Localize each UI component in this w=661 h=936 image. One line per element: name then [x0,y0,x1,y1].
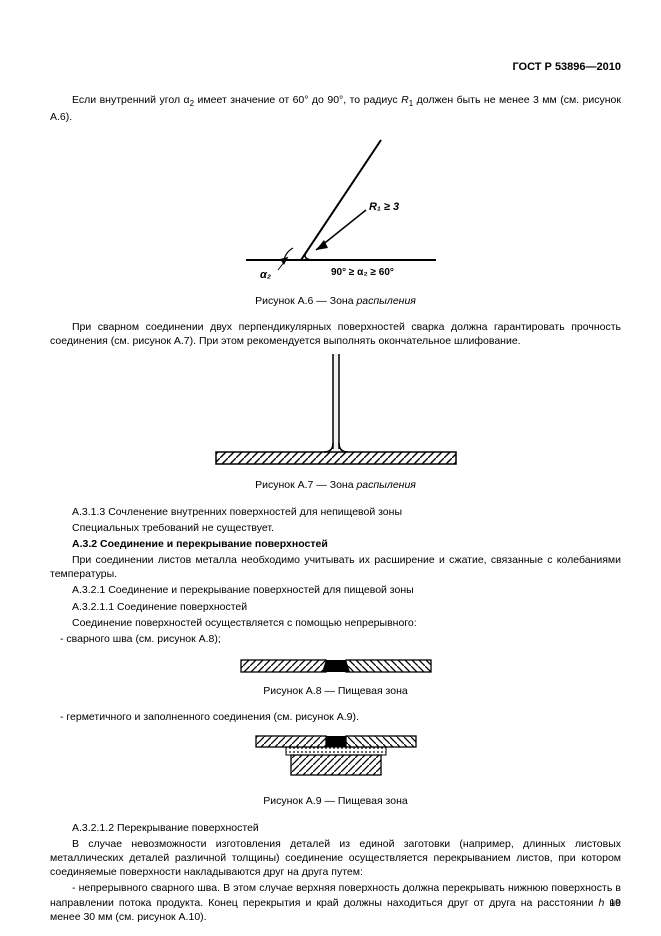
fig-a7-cap-pre: Рисунок А.7 — Зона [255,479,356,491]
doc-header: ГОСТ Р 53896—2010 [50,60,621,75]
fig-a6-cap-it: распыления [356,295,415,307]
heading-a32: А.3.2 Соединение и перекрывание поверхно… [50,537,621,551]
fig-a6-cap-pre: Рисунок А.6 — Зона [255,295,356,307]
para-4: Специальных требований не существует. [50,521,621,535]
figure-a7 [196,354,476,474]
page-number: 19 [609,896,621,910]
fig-a6-ineq-label: 90° ≥ α₂ ≥ 60° [331,267,394,278]
para-3: А.3.1.3 Сочленение внутренних поверхност… [50,505,621,519]
fig-a6-r-label: R₁ ≥ 3 [369,201,399,213]
figure-a6: R₁ ≥ 3 α₂ 90° ≥ α₂ ≥ 60° [206,130,466,290]
figure-a9-caption: Рисунок А.9 — Пищевая зона [50,794,621,808]
para-1: Если внутренний угол α2 имеет значение о… [50,93,621,124]
p1-pre: Если внутренний угол [72,94,184,106]
p1-r: R [401,94,409,106]
fig-a7-cap-it: распыления [356,479,415,491]
para-10: А.3.2.1.2 Перекрывание поверхностей [50,821,621,835]
p12-pre: - непрерывного сварного шва. В этом случ… [50,882,621,908]
list-item-1: - сварного шва (см. рисунок А.8); [50,632,621,646]
p1-mid: имеет значение от 60° до 90°, то радиус [194,94,401,106]
figure-a7-caption: Рисунок А.7 — Зона распыления [50,478,621,492]
fig-a6-alpha-label: α₂ [260,269,271,281]
para-7: А.3.2.1 Соединение и перекрывание поверх… [50,583,621,597]
figure-a6-caption: Рисунок А.6 — Зона распыления [50,294,621,308]
para-11: В случае невозможности изготовления дета… [50,837,621,880]
figure-a8-caption: Рисунок А.8 — Пищевая зона [50,684,621,698]
list-item-2: - герметичного и заполненного соединения… [50,710,621,724]
figure-a8 [236,652,436,680]
para-6: При соединении листов металла необходимо… [50,553,621,581]
figure-a9 [236,730,436,790]
para-9: Соединение поверхностей осуществляется с… [50,616,621,630]
para-8: А.3.2.1.1 Соединение поверхностей [50,600,621,614]
para-2: При сварном соединении двух перпендикуля… [50,320,621,348]
page: ГОСТ Р 53896—2010 Если внутренний угол α… [0,0,661,936]
para-12: - непрерывного сварного шва. В этом случ… [50,881,621,924]
